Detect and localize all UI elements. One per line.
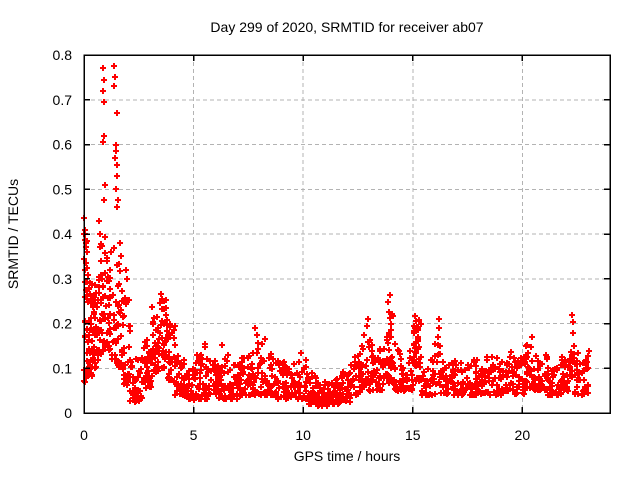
data-points bbox=[81, 63, 592, 409]
gridlines bbox=[84, 55, 610, 413]
y-tick-label: 0.1 bbox=[53, 360, 73, 376]
y-tick-label: 0.2 bbox=[53, 316, 73, 332]
y-tick-label: 0.7 bbox=[53, 92, 73, 108]
y-tick-label: 0.5 bbox=[53, 181, 73, 197]
y-tick-label: 0.4 bbox=[53, 226, 73, 242]
x-tick-label: 15 bbox=[405, 427, 421, 443]
axis-ticks bbox=[83, 54, 610, 414]
y-tick-labels: 0 0.1 0.2 0.3 0.4 0.5 0.6 0.7 0.8 bbox=[53, 47, 73, 421]
x-tick-label: 5 bbox=[190, 427, 198, 443]
plot-title: Day 299 of 2020, SRMTID for receiver ab0… bbox=[210, 19, 483, 35]
x-tick-label: 10 bbox=[295, 427, 311, 443]
y-axis-label: SRMTID / TECUs bbox=[5, 179, 21, 289]
x-axis-label: GPS time / hours bbox=[294, 448, 401, 464]
y-tick-label: 0 bbox=[64, 405, 72, 421]
x-tick-labels: 0 5 10 15 20 bbox=[80, 427, 530, 443]
y-tick-label: 0.6 bbox=[53, 137, 73, 153]
x-tick-label: 0 bbox=[80, 427, 88, 443]
y-tick-label: 0.3 bbox=[53, 271, 73, 287]
y-tick-label: 0.8 bbox=[53, 47, 73, 63]
x-tick-label: 20 bbox=[515, 427, 531, 443]
